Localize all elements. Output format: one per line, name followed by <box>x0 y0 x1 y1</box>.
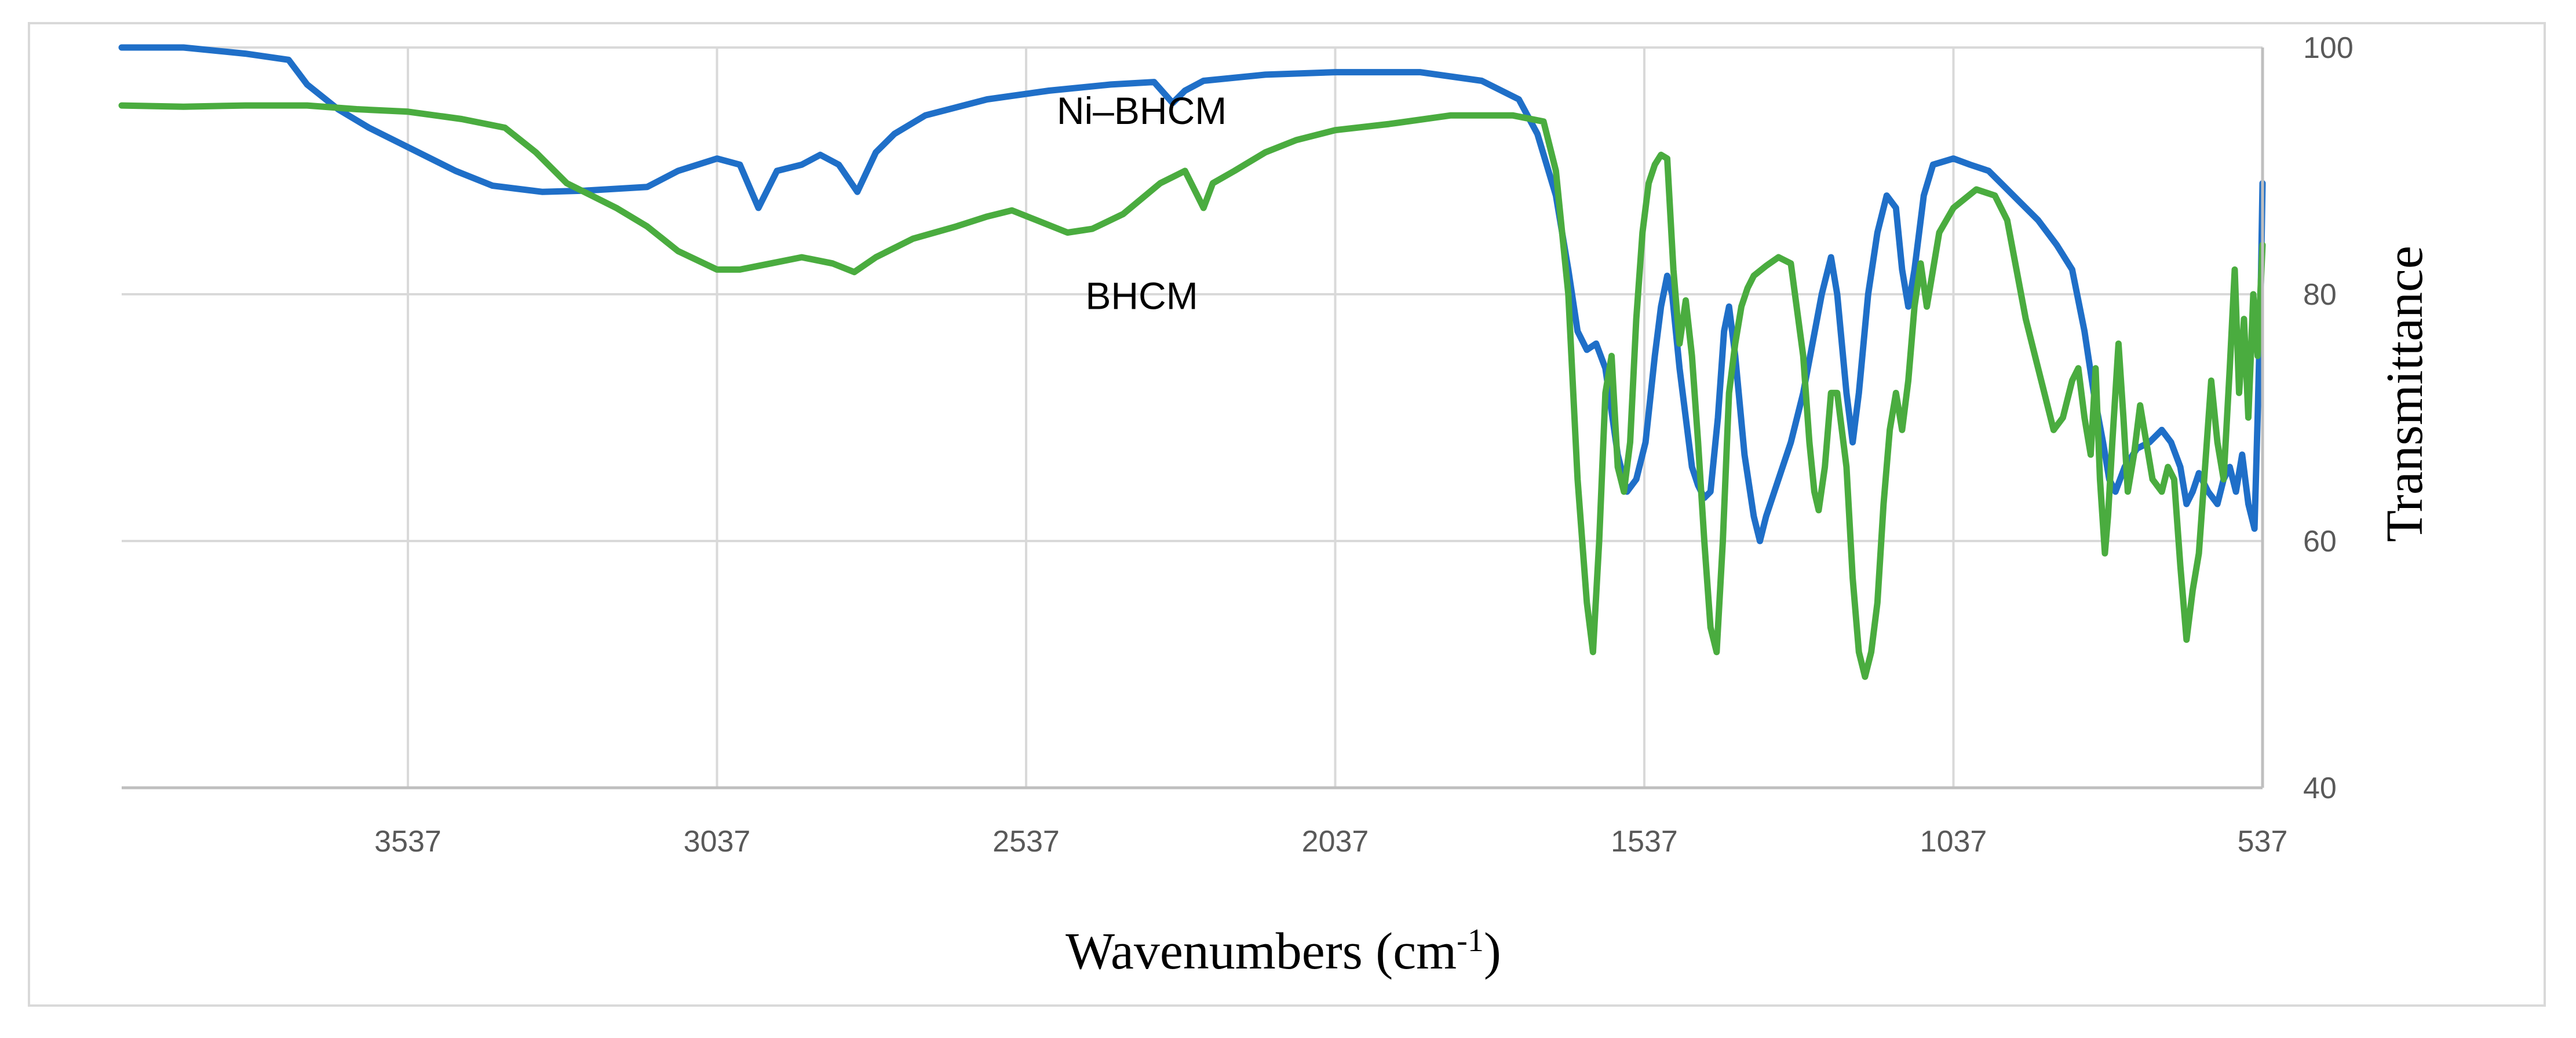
axis-layer <box>122 47 2264 790</box>
x-tick-label-2537: 2537 <box>993 825 1060 858</box>
x-tick-label-2037: 2037 <box>1302 825 1369 858</box>
grid <box>122 46 2264 788</box>
series-line-bhcm <box>118 102 2266 680</box>
series-layer <box>118 44 2266 680</box>
label-layer: 40 60 80 100 3537 3037 2537 2037 1537 1037 537 Ni–B… <box>374 31 2354 858</box>
x-tick-label-1037: 1037 <box>1920 825 1987 858</box>
y-tick-label-100: 100 <box>2303 31 2354 65</box>
y-tick-label-60: 60 <box>2303 525 2337 558</box>
x-tick-label-3037: 3037 <box>684 825 751 858</box>
series-annotation-bhcm: BHCM <box>1085 275 1198 317</box>
y-tick-label-40: 40 <box>2303 772 2337 805</box>
series-line-ni-bhcm <box>118 44 2266 544</box>
series-annotation-ni-bhcm: Ni–BHCM <box>1057 89 1227 132</box>
x-axis-title: Wavenumbers (cm-1) <box>1066 923 1501 980</box>
x-tick-label-1537: 1537 <box>1611 825 1678 858</box>
y-tick-label-80: 80 <box>2303 278 2337 312</box>
x-tick-label-537: 537 <box>2238 825 2288 858</box>
x-tick-label-3537: 3537 <box>374 825 442 858</box>
chart-frame <box>28 22 2546 1007</box>
y-axis-title: Transmittance <box>2376 246 2433 542</box>
